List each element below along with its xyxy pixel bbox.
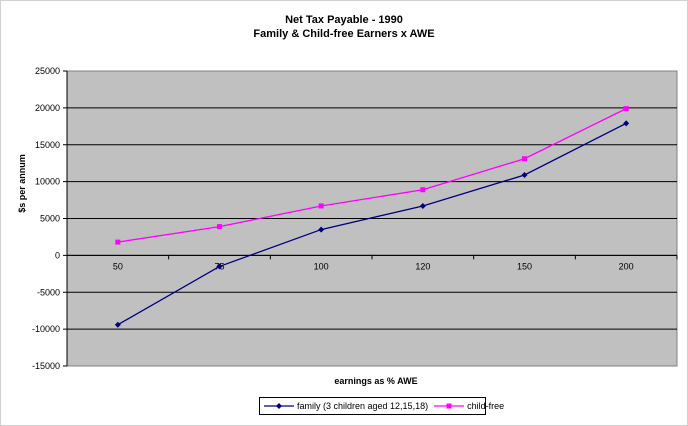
y-tick-label: -5000 — [37, 287, 60, 297]
series-line-child-free — [117, 108, 627, 243]
y-tick-label: 10000 — [35, 177, 60, 187]
data-point-family — [318, 226, 325, 233]
data-point-child-free — [522, 156, 527, 162]
chart-title: Net Tax Payable - 1990 — [285, 14, 403, 26]
y-tick-label: 25000 — [35, 66, 60, 76]
series-line-family — [117, 122, 627, 326]
x-tick-label: 100 — [314, 261, 329, 271]
legend-marker-family — [264, 403, 294, 409]
data-point-child-free — [115, 239, 121, 245]
x-tick-label: 50 — [113, 261, 123, 271]
x-axis-title: earnings as % AWE — [334, 376, 417, 386]
y-axis-title: $s per annum — [17, 154, 27, 213]
y-tick-label: -10000 — [32, 324, 60, 334]
chart-subtitle: Family & Child-free Earners x AWE — [253, 28, 435, 40]
x-tick-label: 200 — [619, 261, 634, 271]
legend-item-child-free: child-free — [434, 401, 504, 411]
y-tick-label: -15000 — [32, 361, 60, 371]
data-point-family — [521, 171, 528, 178]
legend: family (3 children aged 12,15,18) child-… — [259, 397, 504, 415]
legend-label-family: family (3 children aged 12,15,18) — [297, 401, 429, 411]
y-tick-label: 0 — [55, 250, 60, 260]
data-point-family — [216, 263, 223, 270]
y-tick-label: 20000 — [35, 103, 60, 113]
data-point-family — [419, 202, 426, 209]
data-point-child-free — [217, 224, 222, 230]
data-point-child-free — [420, 187, 426, 193]
x-tick-label: 150 — [517, 261, 532, 271]
x-tick-label: 120 — [415, 261, 430, 271]
y-tick-label: 15000 — [35, 140, 60, 150]
legend-item-family: family (3 children aged 12,15,18) — [264, 401, 428, 411]
legend-marker-child-free — [434, 403, 465, 409]
legend-label-child-free: child-free — [467, 401, 505, 411]
y-tick-label: 5000 — [40, 214, 60, 224]
data-point-child-free — [318, 203, 324, 209]
data-point-family — [114, 321, 121, 328]
data-point-family — [623, 120, 630, 127]
data-point-child-free — [623, 106, 629, 112]
